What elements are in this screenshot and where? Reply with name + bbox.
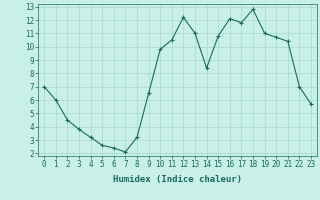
X-axis label: Humidex (Indice chaleur): Humidex (Indice chaleur)	[113, 175, 242, 184]
